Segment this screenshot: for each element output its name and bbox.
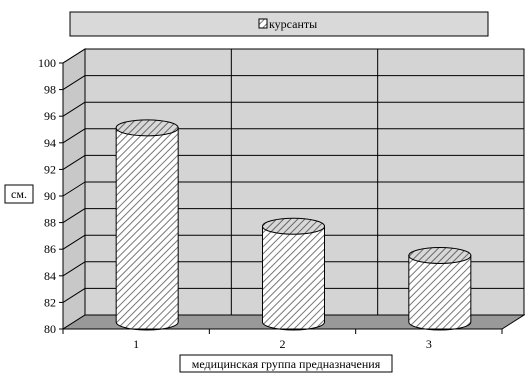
x-axis: 1 2 3	[63, 329, 502, 351]
y-tick-label: 82	[44, 295, 56, 309]
bar-body	[263, 226, 325, 330]
y-axis: 80 82 84 86 88 90 92 94 96 98 100	[38, 56, 63, 336]
y-tick-label: 100	[38, 56, 56, 70]
bar-body	[409, 256, 471, 331]
y-tick-label: 86	[44, 242, 56, 256]
y-axis-title: см.	[11, 187, 27, 201]
x-tick-label: 3	[426, 337, 432, 351]
y-tick-label: 94	[44, 136, 56, 150]
y-tick-label: 80	[44, 322, 56, 336]
y-tick-label: 90	[44, 189, 56, 203]
bar-cylinder	[409, 248, 471, 331]
bar-top	[116, 120, 178, 136]
legend-swatch	[259, 19, 267, 28]
x-tick-label: 2	[280, 337, 286, 351]
legend-series-label: курсанты	[269, 17, 317, 31]
legend: курсанты	[70, 12, 488, 36]
bar-top	[263, 218, 325, 234]
y-axis-title-box: см.	[5, 185, 33, 203]
bar-cylinder	[116, 120, 178, 330]
bar-cylinder	[263, 218, 325, 330]
y-tick-label: 84	[44, 269, 56, 283]
bar-body	[116, 128, 178, 330]
bar-top	[409, 248, 471, 264]
y-tick-label: 96	[44, 109, 56, 123]
y-tick-label: 92	[44, 162, 56, 176]
x-axis-title-box: медицинская группа предназначения	[180, 355, 392, 372]
x-tick-label: 1	[133, 337, 139, 351]
y-tick-label: 88	[44, 216, 56, 230]
x-axis-title: медицинская группа предназначения	[192, 357, 381, 371]
y-tick-label: 98	[44, 83, 56, 97]
